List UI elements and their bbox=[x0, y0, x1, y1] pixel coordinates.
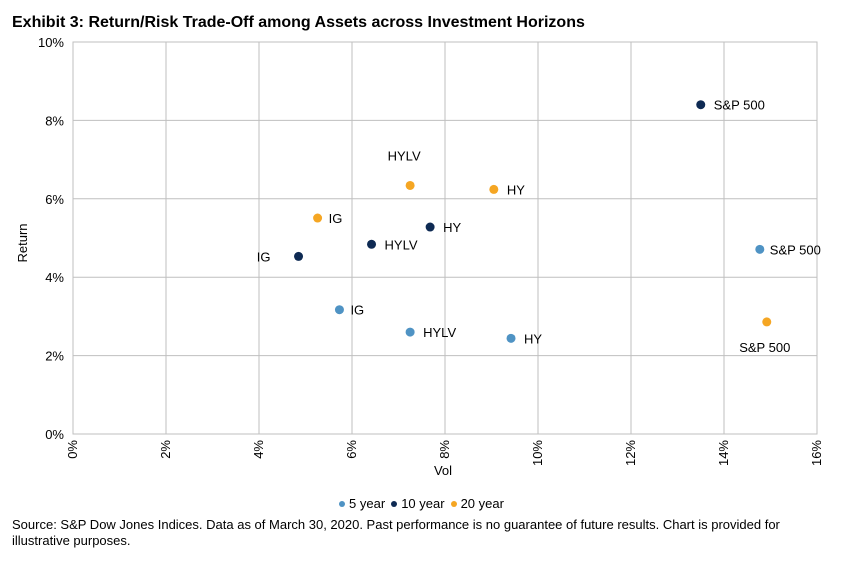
data-label-5-year-hylv: HYLV bbox=[423, 325, 456, 340]
y-axis-label: Return bbox=[15, 223, 30, 262]
legend-marker-5-year bbox=[339, 500, 346, 507]
data-label-20-year-s-p-500: S&P 500 bbox=[739, 340, 790, 355]
point-20-year-ig bbox=[313, 213, 323, 223]
y-tick-label: 0% bbox=[45, 427, 64, 442]
point-5-year-hy bbox=[506, 333, 516, 343]
data-label-10-year-s-p-500: S&P 500 bbox=[714, 98, 765, 113]
x-axis-label: Vol bbox=[434, 463, 452, 478]
point-10-year-hylv bbox=[367, 239, 377, 249]
data-label-20-year-hylv: HYLV bbox=[388, 148, 421, 163]
data-label-5-year-s-p-500: S&P 500 bbox=[770, 242, 821, 257]
x-tick-label: 12% bbox=[623, 440, 638, 466]
data-label-20-year-hy: HY bbox=[507, 182, 525, 197]
point-10-year-hy bbox=[425, 222, 435, 232]
scatter-chart: 0% 2% 4% 6% 8% 10% 12% 14% 16% 0% 2% 4% 6% 8% 10% IG HY… bbox=[15, 35, 824, 478]
legend: 5 year 10 year 20 year bbox=[0, 496, 843, 511]
chart-title: Exhibit 3: Return/Risk Trade-Off among A… bbox=[12, 14, 585, 31]
point-5-year-s-p-500 bbox=[755, 244, 765, 254]
x-tick-label: 16% bbox=[809, 440, 824, 466]
point-10-year-s-p-500 bbox=[696, 100, 706, 110]
axes: 0% 2% 4% 6% 8% 10% 12% 14% 16% 0% 2% 4% 6% 8% 10% bbox=[38, 35, 824, 466]
y-tick-label: 4% bbox=[45, 270, 64, 285]
y-tick-label: 6% bbox=[45, 192, 64, 207]
data-label-10-year-ig: IG bbox=[257, 249, 271, 264]
data-label-20-year-ig: IG bbox=[329, 211, 343, 226]
data-labels: IG HYLV HY S&P 500 IG HYLV HY S&P 500 IG HYLV HY S&… bbox=[257, 98, 821, 355]
legend-marker-10-year bbox=[391, 500, 398, 507]
y-tick-label: 8% bbox=[45, 113, 64, 128]
legend-label-20-year: 20 year bbox=[460, 496, 504, 511]
x-tick-label: 8% bbox=[437, 440, 452, 459]
x-tick-label: 2% bbox=[158, 440, 173, 459]
source-note: Source: S&P Dow Jones Indices. Data as o… bbox=[12, 517, 780, 548]
grid bbox=[72, 41, 818, 435]
data-points bbox=[294, 100, 772, 343]
point-20-year-s-p-500 bbox=[762, 317, 772, 327]
data-label-5-year-ig: IG bbox=[350, 303, 364, 318]
point-5-year-ig bbox=[334, 305, 344, 315]
point-20-year-hylv bbox=[405, 180, 415, 190]
legend-marker-20-year bbox=[450, 500, 457, 507]
legend-item-10-year: 10 year bbox=[391, 496, 445, 511]
x-tick-label: 0% bbox=[65, 440, 80, 459]
x-tick-label: 10% bbox=[530, 440, 545, 466]
x-tick-label: 4% bbox=[251, 440, 266, 459]
x-tick-label: 6% bbox=[344, 440, 359, 459]
legend-label-5-year: 5 year bbox=[349, 496, 386, 511]
point-10-year-ig bbox=[294, 251, 304, 261]
y-tick-label: 2% bbox=[45, 349, 64, 364]
point-20-year-hy bbox=[489, 184, 499, 194]
data-label-10-year-hylv: HYLV bbox=[385, 237, 418, 252]
legend-item-5-year: 5 year bbox=[339, 496, 385, 511]
x-tick-label: 14% bbox=[716, 440, 731, 466]
data-label-5-year-hy: HY bbox=[524, 331, 542, 346]
legend-label-10-year: 10 year bbox=[401, 496, 445, 511]
point-5-year-hylv bbox=[405, 327, 415, 337]
legend-item-20-year: 20 year bbox=[450, 496, 504, 511]
data-label-10-year-hy: HY bbox=[443, 220, 461, 235]
y-tick-label: 10% bbox=[38, 35, 64, 50]
